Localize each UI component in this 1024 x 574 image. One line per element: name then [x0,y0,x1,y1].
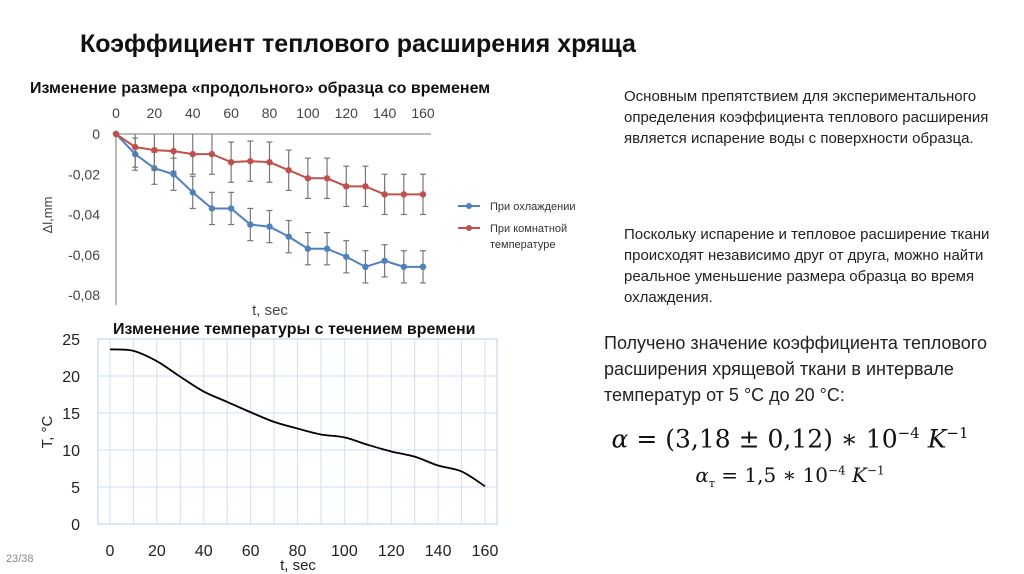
formula-symbol: α [695,463,709,487]
x-tick-label: 120 [378,543,405,560]
x-tick-label: 160 [472,543,499,560]
x-tick-label: 140 [373,105,397,121]
x-tick-label: 80 [289,543,307,560]
data-point [247,221,254,228]
x-tick-label: 40 [195,543,213,560]
formula-unit: K [852,463,867,487]
data-point [266,158,273,166]
paragraph-result: Получено значение коэффициента теплового… [604,333,987,405]
legend-label: При охлаждении [490,201,576,213]
formula-alpha-t: αт = 1,5 ∗ 10−4 K−1 [580,463,1000,490]
data-point [362,263,369,271]
x-tick-label: 100 [331,543,358,560]
data-point [400,191,408,198]
y-axis-label: Δl,mm [40,197,55,234]
formula-unit-exponent: −1 [946,424,969,442]
data-point [419,191,427,198]
x-tick-label: 60 [242,543,260,560]
data-point [266,223,273,230]
formula-body: = 1,5 ∗ 10 [714,463,828,487]
data-point [189,150,196,158]
formula-unit: K [927,424,947,454]
data-point [112,130,120,138]
y-tick-label: -0,06 [68,247,100,263]
x-tick-label: 0 [106,543,115,560]
x-tick-label: 120 [335,105,359,121]
x-tick-label: 60 [223,105,239,121]
data-point [285,167,292,174]
data-point [343,183,350,190]
data-point [170,147,177,155]
x-tick-label: 160 [411,105,435,121]
temperature-line [109,348,486,488]
data-point [381,257,388,264]
data-point [400,263,408,271]
formula-exponent: −4 [827,463,846,478]
data-point [285,233,292,240]
data-point [189,189,196,196]
y-tick-label: 20 [62,369,80,386]
formula-symbol: α [611,424,629,454]
y-tick-label: -0,02 [68,166,100,182]
page-number: 23/38 [6,553,34,565]
x-tick-label: 100 [296,105,320,121]
chart2-title: Изменение температуры с течением времени [113,321,476,338]
data-point [323,245,331,252]
data-point [304,175,312,182]
paragraph-independence: Поскольку испарение и тепловое расширени… [624,226,990,306]
legend-label: При комнатной температуре [490,223,567,251]
data-point [419,263,427,271]
temperature-chart: 0 20 40 60 80 100 120 140 160 0 5 10 15 20 25 t, sec T, … [39,332,499,574]
x-tick-label: 0 [112,105,120,121]
formula-body: = (3,18 ± 0,12) ∗ 10 [628,424,898,454]
formula-subscript: т [708,477,715,490]
y-tick-label: 0 [71,517,80,534]
data-point [304,245,312,252]
data-point [170,171,177,178]
plot-area [97,338,498,525]
x-tick-label: 80 [262,105,278,121]
y-axis-label: T, °C [39,416,56,449]
x-tick-label: 20 [148,543,166,560]
x-axis-label: t, sec [252,302,288,319]
data-point [208,150,216,158]
data-point [208,205,216,212]
data-point [343,253,350,260]
formula-alpha: α = (3,18 ± 0,12) ∗ 10−4 K−1 [580,424,1000,453]
chart1-title: Изменение размера «продольного» образца … [30,80,491,97]
y-tick-label: 25 [62,332,80,349]
formula-exponent: −4 [897,424,920,442]
data-point [151,146,158,154]
data-point [227,205,235,212]
data-point [247,157,254,165]
x-tick-label: 140 [425,543,452,560]
data-point [362,183,369,190]
y-tick-label: -0,08 [68,287,100,303]
data-point [323,175,331,182]
legend-marker [466,203,472,209]
length-change-chart: 0 20 40 60 80 100 120 140 160 0 -0,02 -0,04 -0,06 -0,… [40,105,576,319]
slide-title: Коэффициент теплового расширения хряща [80,30,636,58]
paragraph-evaporation: Основным препятствием для эксперименталь… [624,88,989,147]
legend-marker [466,225,472,231]
y-tick-label: 0 [92,126,100,142]
data-point [131,143,139,151]
x-axis-label: t, sec [280,557,316,574]
x-tick-label: 20 [147,105,163,121]
x-tick-label: 40 [185,105,201,121]
y-tick-label: 5 [71,480,80,497]
data-point [381,191,388,198]
y-tick-label: 10 [62,443,80,460]
data-point [227,158,235,166]
formula-unit-exponent: −1 [866,463,885,478]
y-tick-label: 15 [62,406,80,423]
y-tick-label: -0,04 [68,207,100,223]
